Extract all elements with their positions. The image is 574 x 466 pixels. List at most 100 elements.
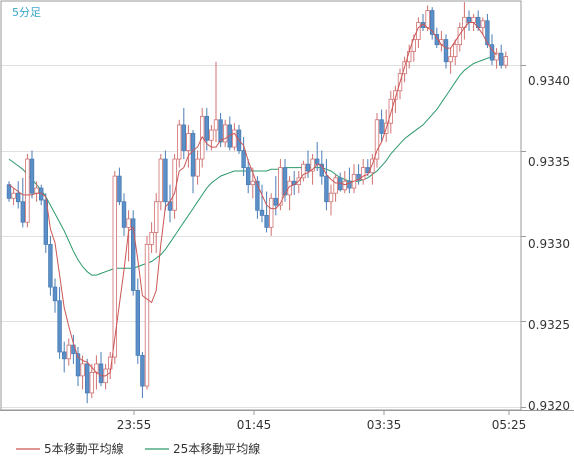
candle-body-up <box>89 372 94 394</box>
candle-body-down <box>324 175 329 203</box>
candle-body-up <box>310 158 315 172</box>
candle-body-down <box>121 201 127 228</box>
candle-body-down <box>130 218 136 291</box>
candle-body-up <box>328 192 334 203</box>
candle-body-down <box>75 353 81 377</box>
candle-body-down <box>20 201 25 223</box>
y-axis: 0.9340 0.9335 0.9330 0.9325 0.9320 <box>528 74 570 413</box>
candle-body-up <box>268 197 274 228</box>
candle-body-up <box>158 158 163 203</box>
candle-body-up <box>213 119 219 131</box>
candle-body-up <box>232 129 237 148</box>
candle-body-down <box>6 184 12 199</box>
candle-body-down <box>62 351 67 360</box>
candle-body-up <box>153 201 159 233</box>
gridlines <box>1 65 526 408</box>
candle-body-up <box>25 158 30 223</box>
candle-body-up <box>370 158 375 174</box>
candle-body-down <box>466 16 472 23</box>
candle-body-down <box>314 158 320 165</box>
candle-body-down <box>273 197 278 206</box>
timeframe-label: 5分足 <box>12 6 41 19</box>
legend-label-ma25: 25本移動平均線 <box>173 441 260 456</box>
candle-body-down <box>259 209 265 216</box>
candle-body-down <box>163 158 168 203</box>
candle-body-up <box>457 27 462 46</box>
candle-body-up <box>425 10 430 29</box>
candle-body-up <box>301 163 306 179</box>
candle-body-up <box>195 158 200 177</box>
candle-body-down <box>347 180 352 189</box>
candle-body-down <box>85 363 90 394</box>
candle-body-down <box>218 119 223 143</box>
candle-body-up <box>448 56 453 63</box>
x-tick-label: 23:55 <box>117 418 152 432</box>
candle-body-up <box>480 20 485 29</box>
candle-body-down <box>485 20 490 46</box>
candle-body-up <box>66 344 71 360</box>
y-tick-label: 0.9320 <box>528 399 570 413</box>
x-tick-label: 05:25 <box>492 418 527 432</box>
legend-label-ma5: 5本移動平均線 <box>44 441 124 456</box>
candle-body-down <box>245 167 251 186</box>
candle-body-up <box>452 44 458 58</box>
candle-body-down <box>498 52 504 66</box>
candle-body-up <box>360 167 366 180</box>
candle-body-down <box>434 34 439 46</box>
candle-body-up <box>11 192 16 199</box>
candle-body-up <box>278 167 283 206</box>
candle-body-up <box>503 56 508 66</box>
candle-body-up <box>209 129 214 141</box>
y-tick-label: 0.9335 <box>528 155 570 169</box>
candle-body-down <box>181 124 186 151</box>
y-tick-label: 0.9340 <box>528 74 570 88</box>
candle-body-down <box>140 354 145 387</box>
candle-body-down <box>255 180 260 211</box>
candle-body-down <box>98 363 104 384</box>
legend: 5本移動平均線 25本移動平均線 <box>16 441 260 456</box>
candle-body-down <box>204 115 209 141</box>
candle-body-up <box>250 180 255 186</box>
y-tick-label: 0.9330 <box>528 237 570 251</box>
x-tick-label: 01:45 <box>237 418 272 432</box>
candle-body-up <box>222 124 228 143</box>
x-tick-label: 03:35 <box>367 418 402 432</box>
candle-body-up <box>126 218 131 228</box>
candle-body-up <box>149 232 154 245</box>
candle-body-up <box>144 244 150 387</box>
candle-body-up <box>374 119 380 160</box>
candle-body-down <box>48 244 53 288</box>
candle-body-down <box>190 133 196 177</box>
candle-body-down <box>15 192 21 203</box>
candle-body-up <box>112 175 117 358</box>
candle-body-down <box>379 119 384 134</box>
candle-body-up <box>494 52 499 61</box>
candle-body-down <box>305 163 311 172</box>
candle-body-down <box>117 175 122 203</box>
candle-body-down <box>443 39 449 63</box>
ma5-line <box>8 22 497 377</box>
candle-body-down <box>241 150 246 168</box>
candle-body-down <box>135 290 140 356</box>
candle-body-up <box>80 363 85 377</box>
candle-body-up <box>471 16 476 23</box>
candle-body-down <box>264 214 269 228</box>
candle-body-down <box>429 10 435 35</box>
candle-body-up <box>342 180 347 191</box>
candle-body-down <box>489 44 495 61</box>
candle-body-up <box>411 39 416 52</box>
x-axis: 23:55 01:45 03:35 05:25 <box>117 410 527 432</box>
candle-body-up <box>186 133 191 151</box>
candle-body-up <box>176 124 182 160</box>
candle-body-up <box>333 177 338 194</box>
candle-body-up <box>34 187 39 194</box>
ma5-layer <box>8 22 497 377</box>
candle-body-down <box>57 300 62 353</box>
candle-body-down <box>52 286 58 302</box>
candle-body-down <box>282 167 288 196</box>
candle-body-up <box>287 180 292 196</box>
candle-body-down <box>29 158 35 194</box>
